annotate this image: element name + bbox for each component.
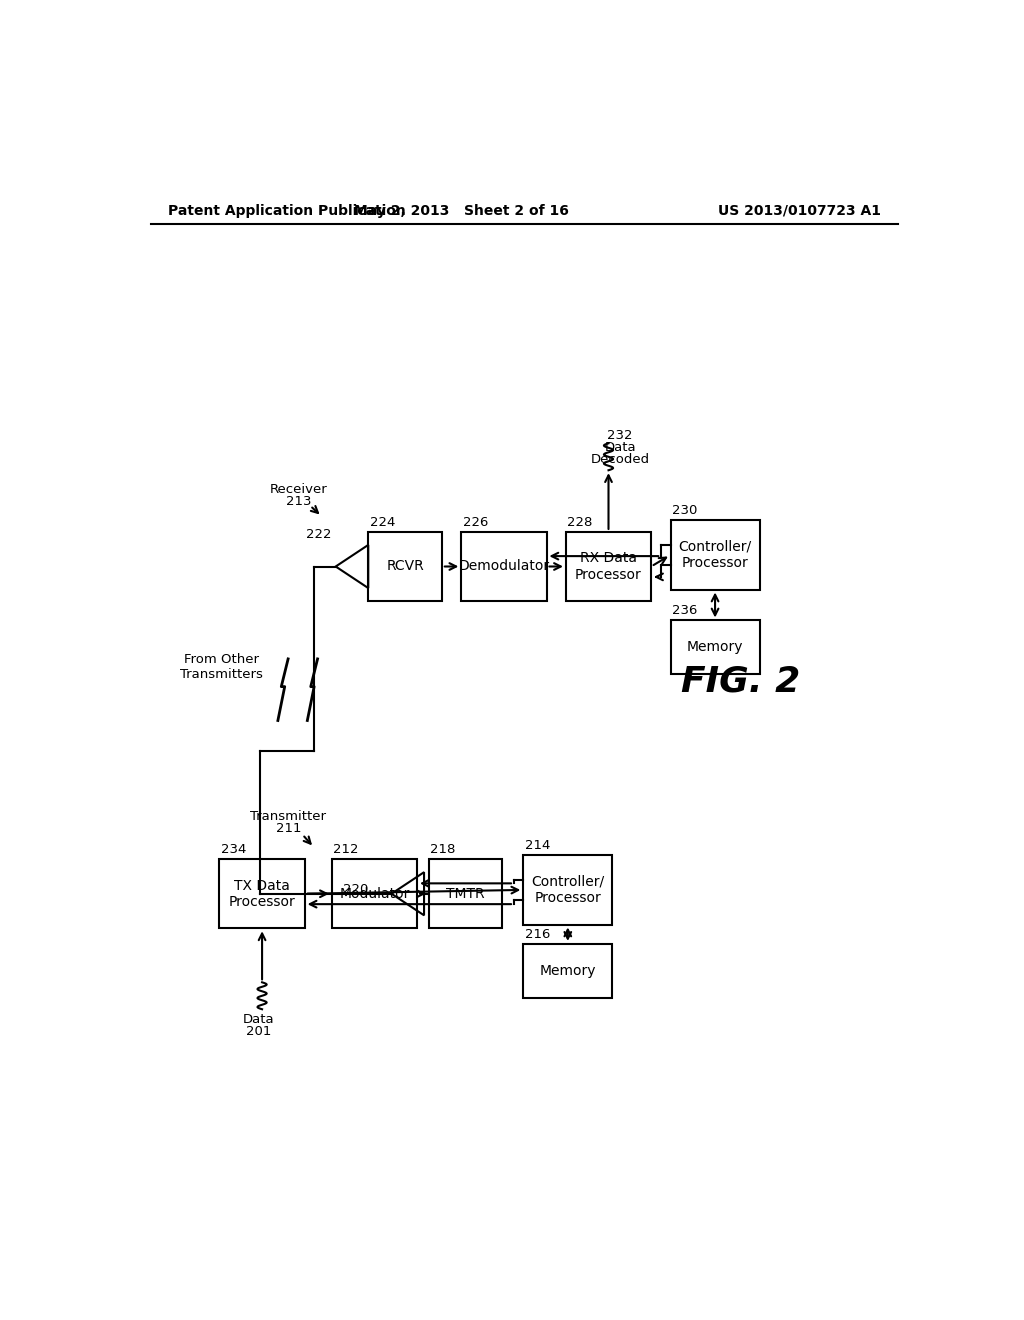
Text: 230: 230 [672, 504, 697, 517]
Text: 201: 201 [247, 1026, 271, 1039]
Text: FIG. 2: FIG. 2 [681, 665, 800, 700]
Text: 218: 218 [430, 843, 456, 855]
Text: Controller/
Processor: Controller/ Processor [531, 875, 604, 906]
Text: 213: 213 [286, 495, 311, 508]
Text: 224: 224 [370, 516, 395, 529]
Text: Demodulator: Demodulator [459, 560, 550, 573]
Text: Data: Data [243, 1014, 274, 1026]
Text: TMTR: TMTR [446, 887, 484, 900]
Bar [429, 859, 503, 928]
Text: From Other
Transmitters: From Other Transmitters [179, 652, 262, 681]
Text: US 2013/0107723 A1: US 2013/0107723 A1 [718, 203, 882, 218]
Text: 220: 220 [343, 883, 369, 896]
Text: Patent Application Publication: Patent Application Publication [168, 203, 407, 218]
Bar [369, 532, 442, 601]
Text: Modulator: Modulator [339, 887, 410, 900]
Bar [671, 620, 760, 675]
Bar [332, 859, 417, 928]
Bar [566, 532, 651, 601]
Text: Data: Data [604, 441, 636, 454]
Text: Transmitter: Transmitter [251, 810, 327, 824]
Text: Memory: Memory [687, 640, 743, 655]
Text: 226: 226 [463, 516, 488, 529]
Text: 211: 211 [275, 822, 301, 834]
Text: 236: 236 [672, 605, 697, 618]
Text: Memory: Memory [540, 964, 596, 978]
Text: 216: 216 [524, 928, 550, 941]
Text: RCVR: RCVR [386, 560, 424, 573]
Text: Decoded: Decoded [591, 453, 649, 466]
Bar [523, 944, 612, 998]
Bar [523, 855, 612, 924]
Bar [461, 532, 547, 601]
Text: 228: 228 [567, 516, 593, 529]
Text: 222: 222 [306, 528, 332, 541]
Text: 212: 212 [334, 843, 358, 855]
Text: 234: 234 [221, 843, 247, 855]
Text: RX Data
Processor: RX Data Processor [575, 552, 642, 582]
Text: Receiver: Receiver [269, 483, 328, 496]
Text: 232: 232 [607, 429, 633, 442]
Text: 214: 214 [524, 840, 550, 853]
Text: May 2, 2013   Sheet 2 of 16: May 2, 2013 Sheet 2 of 16 [354, 203, 568, 218]
Text: Controller/
Processor: Controller/ Processor [679, 540, 752, 570]
Bar [671, 520, 760, 590]
Text: TX Data
Processor: TX Data Processor [228, 879, 296, 909]
Bar [219, 859, 305, 928]
